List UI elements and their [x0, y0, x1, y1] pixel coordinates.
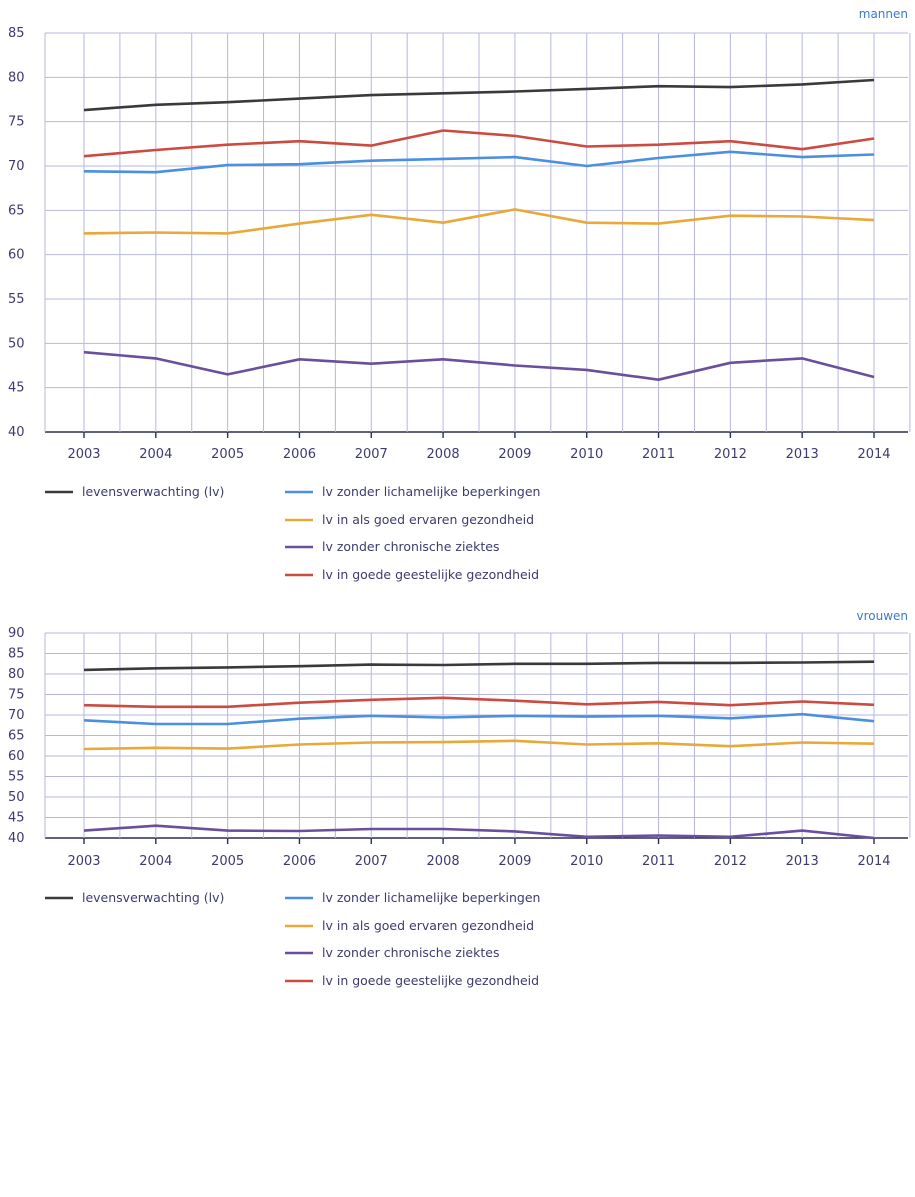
y-tick-label: 40: [8, 425, 25, 440]
series-line-4: [83, 824, 875, 840]
x-tick-label: 2011: [642, 854, 675, 869]
y-tick-label: 75: [8, 688, 25, 703]
x-tick-label: 2004: [139, 447, 172, 462]
x-tick-label: 2009: [498, 854, 531, 869]
x-tick-label: 2014: [857, 447, 890, 462]
x-tick-label: 2008: [427, 854, 460, 869]
x-tick-label: 2013: [786, 854, 819, 869]
legend-label: lv in als goed ervaren gezondheid: [322, 918, 534, 933]
x-tick-label: 2014: [857, 854, 890, 869]
y-tick-label: 50: [8, 790, 25, 805]
legend-label: lv zonder chronische ziektes: [322, 945, 499, 960]
x-tick-label: 2003: [67, 854, 100, 869]
legend-label: lv zonder chronische ziektes: [322, 539, 499, 554]
y-tick-label: 55: [8, 292, 25, 307]
x-tick-label: 2010: [570, 447, 603, 462]
y-tick-label: 80: [8, 667, 25, 682]
x-tick-label: 2010: [570, 854, 603, 869]
y-tick-label: 85: [8, 647, 25, 662]
series-line-1: [83, 660, 875, 672]
y-tick-label: 80: [8, 70, 25, 85]
y-tick-label: 50: [8, 336, 25, 351]
y-tick-label: 85: [8, 26, 25, 41]
legend-label: lv in goede geestelijke gezondheid: [322, 973, 539, 988]
chart-title: vrouwen: [856, 609, 908, 623]
x-tick-label: 2011: [642, 447, 675, 462]
x-tick-label: 2005: [211, 447, 244, 462]
y-tick-label: 60: [8, 749, 25, 764]
x-tick-label: 2007: [355, 854, 388, 869]
x-tick-label: 2005: [211, 854, 244, 869]
y-tick-label: 60: [8, 248, 25, 263]
y-tick-label: 40: [8, 831, 25, 846]
x-tick-label: 2012: [714, 447, 747, 462]
y-tick-label: 65: [8, 203, 25, 218]
x-tick-label: 2007: [355, 447, 388, 462]
legend-label: lv in goede geestelijke gezondheid: [322, 567, 539, 582]
series-line-3: [83, 208, 875, 235]
x-tick-label: 2013: [786, 447, 819, 462]
x-tick-label: 2008: [427, 447, 460, 462]
legend-label: lv zonder lichamelijke beperkingen: [322, 890, 540, 905]
series-line-5: [83, 696, 875, 709]
x-tick-label: 2006: [283, 854, 316, 869]
x-tick-label: 2003: [67, 447, 100, 462]
chart-title: mannen: [859, 7, 908, 21]
x-tick-label: 2009: [498, 447, 531, 462]
y-tick-label: 75: [8, 115, 25, 130]
series-line-3: [83, 739, 875, 751]
y-tick-label: 70: [8, 159, 25, 174]
y-tick-label: 45: [8, 381, 25, 396]
series-line-1: [83, 78, 875, 112]
chart-mannen: mannen 40 45 50 55 60 65 70 75 80 85 2003 2004 2005 20…: [8, 7, 911, 582]
legend-label: lv in als goed ervaren gezondheid: [322, 512, 534, 527]
series-line-2: [83, 150, 875, 174]
series-line-4: [83, 350, 875, 382]
y-tick-label: 70: [8, 708, 25, 723]
chart-vrouwen: vrouwen 40 45 50 55 60 65 70 75 80 85 90 2003 2004 200…: [8, 609, 911, 988]
legend-label: levensverwachting (lv): [82, 890, 224, 905]
y-tick-label: 55: [8, 770, 25, 785]
y-tick-label: 65: [8, 729, 25, 744]
y-tick-label: 90: [8, 626, 25, 641]
series-line-2: [83, 712, 875, 726]
legend-label: lv zonder lichamelijke beperkingen: [322, 484, 540, 499]
x-tick-label: 2006: [283, 447, 316, 462]
y-tick-label: 45: [8, 811, 25, 826]
legend-label: levensverwachting (lv): [82, 484, 224, 499]
x-tick-label: 2012: [714, 854, 747, 869]
series-line-5: [83, 129, 875, 158]
x-tick-label: 2004: [139, 854, 172, 869]
